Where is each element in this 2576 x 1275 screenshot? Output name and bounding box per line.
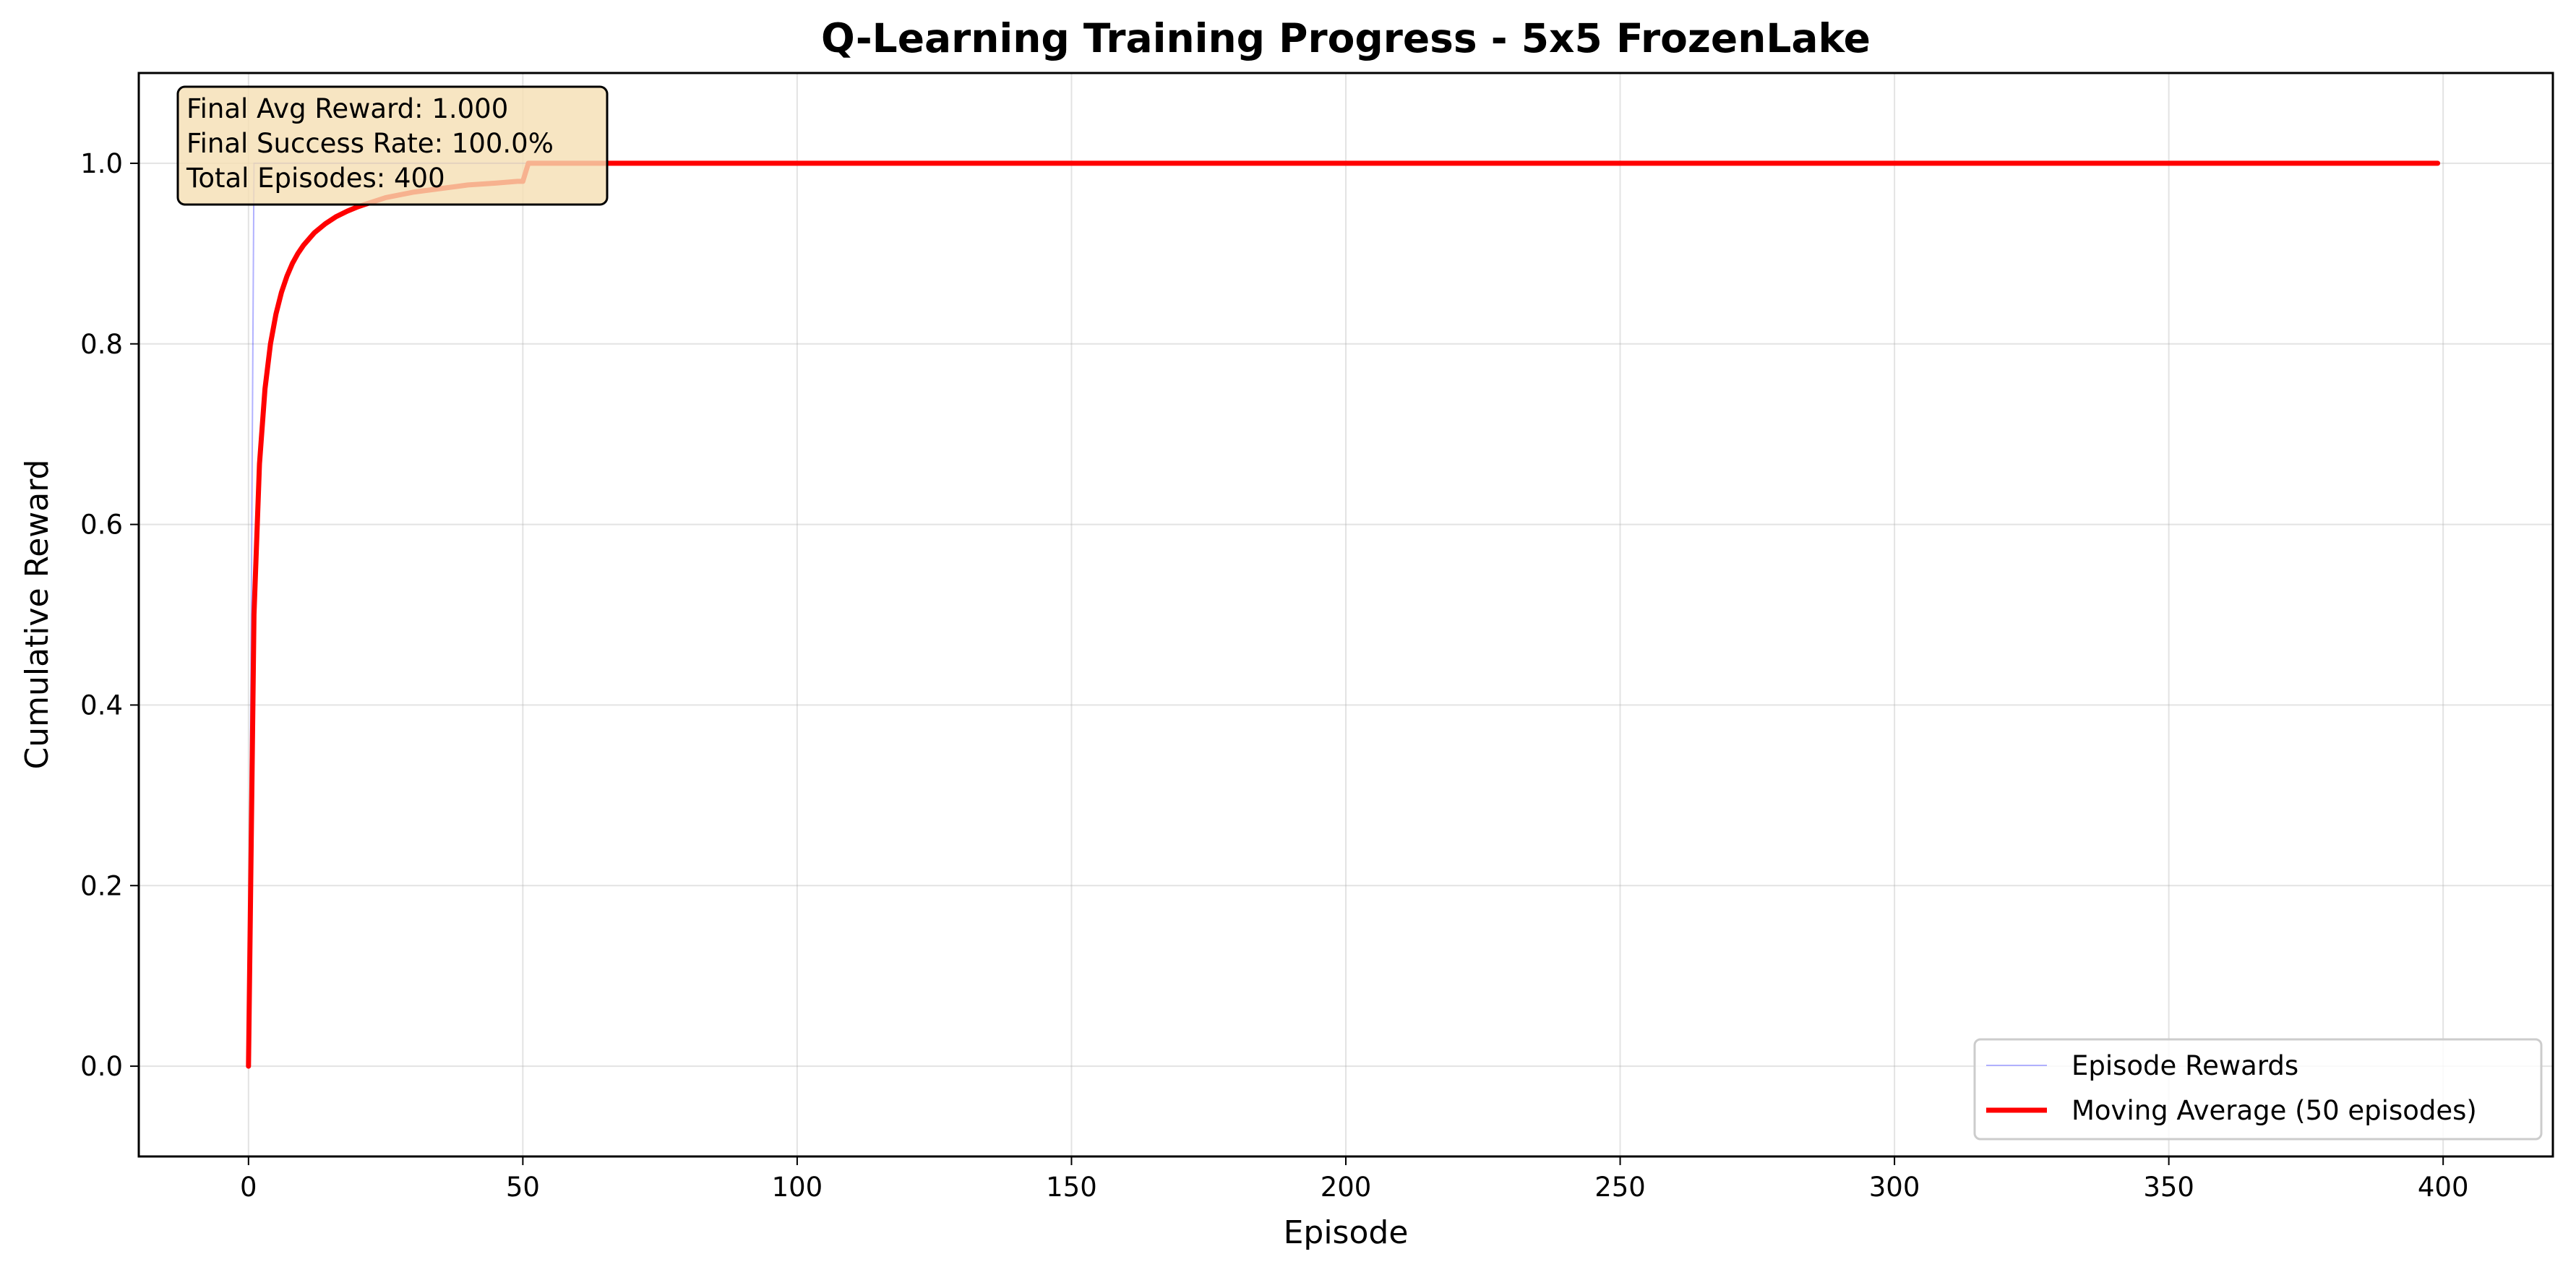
x-tick-label: 250: [1594, 1172, 1646, 1203]
y-tick-label: 1.0: [80, 148, 123, 179]
y-tick-label: 0.6: [80, 510, 123, 541]
x-axis-label: Episode: [1284, 1214, 1409, 1251]
legend-box: [1973, 1038, 2543, 1141]
x-tick-label: 300: [1869, 1172, 1920, 1203]
stats-annotation-line: Final Success Rate: 100.0%: [186, 128, 554, 159]
tick-layer: 0 50 100 150 200 250 300 350 400 0.0 0.2 0.4 0.6 0.8 1…: [80, 148, 2468, 1203]
y-tick-label: 0.2: [80, 870, 123, 901]
y-tick-label: 0.4: [80, 690, 123, 721]
x-tick-label: 100: [772, 1172, 823, 1203]
stats-annotation-line: Final Avg Reward: 1.000: [186, 93, 508, 124]
x-tick-label: 50: [506, 1172, 540, 1203]
x-tick-label: 150: [1046, 1172, 1097, 1203]
y-tick-label: 0.8: [80, 329, 123, 360]
x-tick-label: 0: [240, 1172, 257, 1203]
y-tick-label: 0.0: [80, 1051, 123, 1082]
stats-annotation-box: [176, 85, 609, 206]
legend-label-episode-rewards: Episode Rewards: [2071, 1050, 2298, 1081]
chart-title: Q-Learning Training Progress - 5x5 Froze…: [821, 15, 1871, 61]
x-tick-label: 400: [2418, 1172, 2469, 1203]
x-tick-label: 200: [1321, 1172, 1372, 1203]
y-axis-label: Cumulative Reward: [19, 460, 56, 770]
stats-annotation-line: Total Episodes: 400: [186, 163, 445, 194]
stats-annotation: Final Avg Reward: 1.000 Final Success Ra…: [176, 85, 609, 206]
x-tick-label: 350: [2143, 1172, 2194, 1203]
legend-label-moving-average: Moving Average (50 episodes): [2071, 1095, 2477, 1126]
legend: Episode Rewards Moving Average (50 episo…: [1973, 1038, 2543, 1141]
